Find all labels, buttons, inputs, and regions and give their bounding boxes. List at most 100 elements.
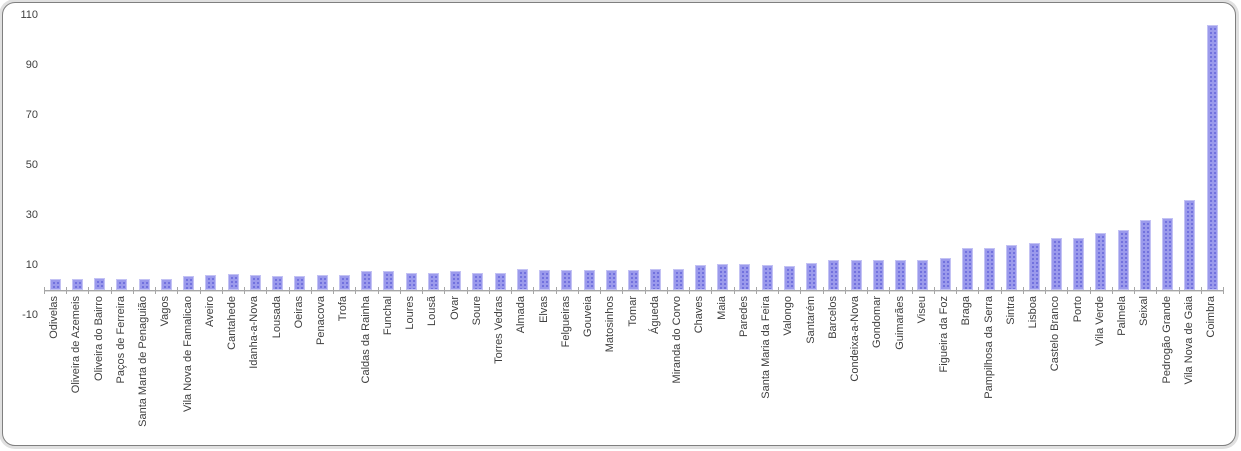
x-axis-tick-mark	[867, 287, 869, 294]
bar-pa-os-de-ferreira	[116, 278, 128, 290]
bar--gueda	[650, 268, 662, 290]
bar-santa-marta-de-penagui-o	[138, 278, 150, 290]
x-axis-category-label: Pampilhosa da Serra	[982, 296, 995, 399]
x-axis-tick-mark	[644, 287, 646, 294]
x-axis-tick-mark	[1156, 287, 1158, 294]
bar-guimar-es	[895, 260, 907, 290]
x-axis-category-label: Idanha-a-Nova	[248, 296, 261, 369]
x-axis-category-label: Trofa	[337, 296, 350, 322]
x-axis-category-label: Vila Nova de Famalicao	[181, 296, 194, 412]
bar-odivelas	[49, 278, 61, 290]
x-axis-tick-mark	[1223, 287, 1225, 294]
x-axis-category-label: Braga	[960, 296, 973, 326]
x-axis-category-label: Cantahede	[226, 296, 239, 350]
bar-elvas	[539, 270, 551, 290]
x-axis-tick-mark	[266, 287, 268, 294]
x-axis-tick-mark	[533, 287, 535, 294]
bar-aveiro	[205, 275, 217, 290]
x-axis-category-label: Odivelas	[48, 296, 61, 339]
x-axis-tick-mark	[377, 287, 379, 294]
bar-tomar	[628, 270, 640, 290]
x-axis-tick-mark	[355, 287, 357, 294]
x-axis-category-label: Ovar	[448, 296, 461, 320]
x-axis-tick-mark	[911, 287, 913, 294]
bar-oliveira-do-bairro	[94, 277, 106, 290]
y-axis-tick-label: 110	[20, 9, 38, 21]
x-axis-category-label: Vagos	[159, 296, 172, 327]
x-axis-category-label: Vila Nova de Gaia	[1182, 296, 1195, 385]
x-axis-tick-mark	[288, 287, 290, 294]
x-axis-tick-mark	[1045, 287, 1047, 294]
x-axis-tick-mark	[310, 287, 312, 294]
x-axis-tick-mark	[978, 287, 980, 294]
bar-maia	[717, 263, 729, 290]
x-axis-category-label: Porto	[1071, 296, 1084, 323]
x-axis-tick-mark	[244, 287, 246, 294]
x-axis-category-label: Oliveira do Bairro	[92, 296, 105, 381]
bar-viseu	[917, 260, 929, 290]
bar-idanha-a-nova	[249, 275, 261, 290]
x-axis-category-label: Santarém	[804, 296, 817, 344]
x-axis-category-label: Castelo Branco	[1049, 296, 1062, 372]
x-axis-tick-mark	[956, 287, 958, 294]
bar-lousada	[272, 276, 284, 290]
x-axis-category-label: Sintra	[1004, 296, 1017, 325]
bar-loures	[405, 272, 417, 290]
x-axis-category-label: Almada	[515, 296, 528, 334]
x-axis-category-label: Valongo	[782, 296, 795, 336]
x-axis-tick-mark	[577, 287, 579, 294]
y-axis-tick-label: -10	[22, 309, 38, 321]
x-axis-category-label: Vila Verde	[1093, 296, 1106, 346]
bar-lisboa	[1028, 242, 1040, 290]
y-axis-tick-label: 30	[25, 209, 38, 221]
bar-vila-verde	[1095, 232, 1107, 290]
x-axis-tick-mark	[444, 287, 446, 294]
bar-matosinhos	[605, 270, 617, 290]
bar-caldas-da-rainha	[361, 271, 373, 290]
x-axis-category-label: Elvas	[537, 296, 550, 323]
x-axis-tick-mark	[666, 287, 668, 294]
bar-valongo	[783, 266, 795, 290]
bar-pedrog-o-grande	[1162, 217, 1174, 290]
x-axis-category-label: Funchal	[381, 296, 394, 336]
x-axis-category-label: Aveiro	[203, 296, 216, 327]
x-axis-category-label: Santa Marta de Penaguião	[137, 296, 150, 427]
x-axis-category-label: Seixal	[1138, 296, 1151, 326]
x-axis-category-label: Tomar	[626, 296, 639, 327]
bar-barcelos	[828, 260, 840, 290]
x-axis-category-label: Coimbra	[1205, 296, 1218, 338]
y-axis-tick-label: 10	[25, 259, 38, 271]
x-axis-category-label: Lousã	[426, 296, 439, 326]
x-axis-tick-mark	[88, 287, 90, 294]
x-axis-tick-mark	[488, 287, 490, 294]
x-axis-category-label: Condeixa-a-Nova	[849, 296, 862, 382]
x-axis-category-label: Torres Vedras	[493, 296, 506, 364]
x-axis-tick-mark	[800, 287, 802, 294]
x-axis-category-label: Guimarães	[893, 296, 906, 350]
x-axis-tick-mark	[66, 287, 68, 294]
bar-ovar	[450, 271, 462, 290]
x-axis-tick-mark	[1089, 287, 1091, 294]
x-axis-tick-mark	[600, 287, 602, 294]
x-axis-category-label: Chaves	[693, 296, 706, 334]
x-axis-category-label: Viseu	[915, 296, 928, 324]
x-axis-tick-mark	[399, 287, 401, 294]
x-axis-tick-mark	[177, 287, 179, 294]
x-axis-tick-mark	[1111, 287, 1113, 294]
y-axis-tick-label: 70	[25, 109, 38, 121]
x-axis-category-label: Loures	[404, 296, 417, 330]
bar-penacova	[316, 275, 328, 290]
x-axis-tick-mark	[1000, 287, 1002, 294]
x-axis-category-label: Paredes	[737, 296, 750, 337]
x-axis-tick-mark	[889, 287, 891, 294]
x-axis-tick-mark	[1134, 287, 1136, 294]
x-axis-tick-mark	[43, 287, 45, 294]
x-axis-tick-mark	[333, 287, 335, 294]
x-axis-tick-mark	[110, 287, 112, 294]
bar-vila-nova-de-famalicao	[183, 276, 195, 290]
x-axis-tick-mark	[1200, 287, 1202, 294]
x-axis-tick-mark	[132, 287, 134, 294]
x-axis-category-label: Penacova	[315, 296, 328, 345]
x-axis-tick-mark	[733, 287, 735, 294]
